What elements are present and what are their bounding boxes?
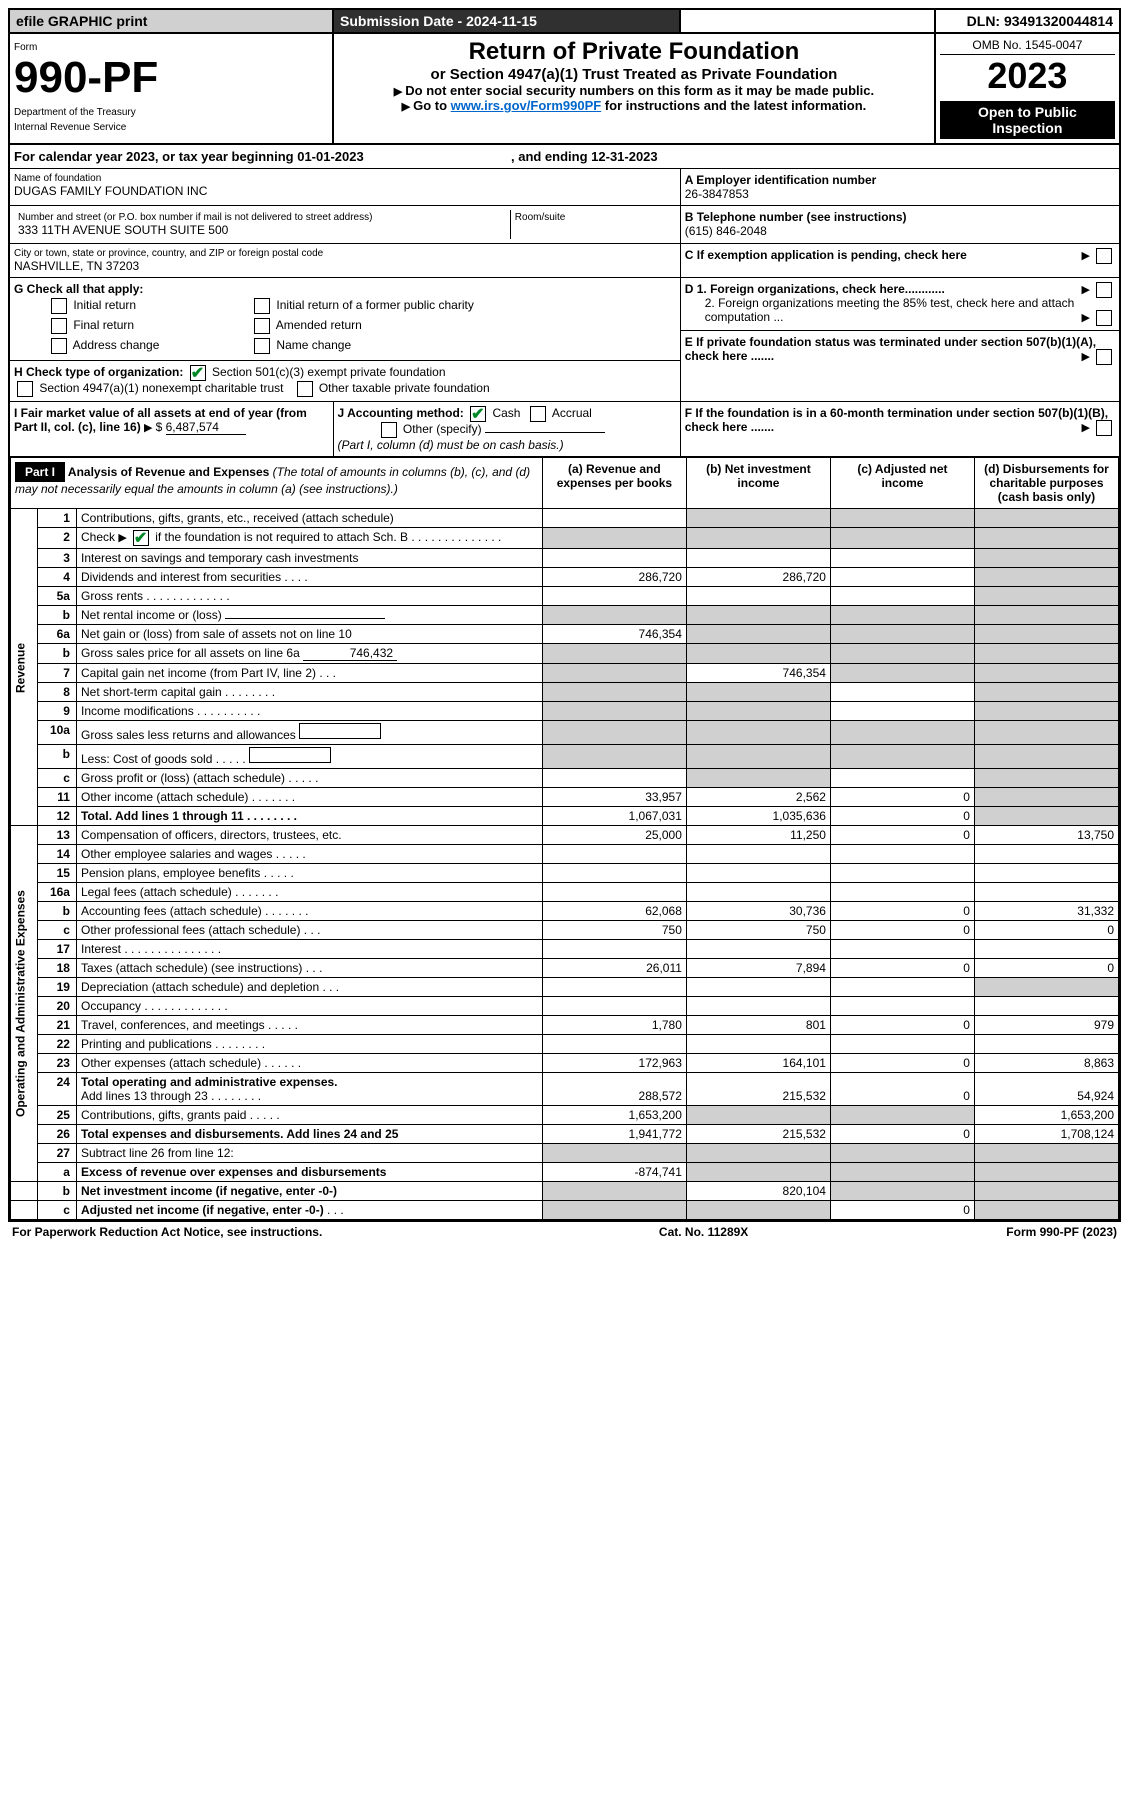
instruction-1: Do not enter social security numbers on … — [338, 83, 930, 98]
d2-checkbox[interactable] — [1096, 310, 1112, 326]
phone-value: (615) 846-2048 — [685, 224, 1115, 238]
col-d-header: (d) Disbursements for charitable purpose… — [974, 458, 1118, 509]
efile-badge: efile GRAPHIC print — [9, 9, 333, 33]
calendar-year-text: For calendar year 2023, or tax year begi… — [14, 149, 364, 164]
j-label: J Accounting method: — [338, 406, 464, 420]
f-label: F If the foundation is in a 60-month ter… — [685, 406, 1108, 434]
open-public-badge: Open to Public Inspection — [940, 101, 1115, 139]
form-number: 990-PF — [14, 53, 158, 102]
e-label: E If private foundation status was termi… — [685, 335, 1096, 363]
foundation-name-label: Name of foundation — [14, 173, 676, 184]
foundation-name: DUGAS FAMILY FOUNDATION INC — [14, 184, 676, 198]
ein-label: A Employer identification number — [685, 173, 1115, 187]
part1-label: Part I — [15, 462, 65, 482]
amended-return-checkbox[interactable] — [254, 318, 270, 334]
address-change-checkbox[interactable] — [51, 338, 67, 354]
col-b-header: (b) Net investment income — [686, 458, 830, 509]
footer-left: For Paperwork Reduction Act Notice, see … — [8, 1222, 565, 1241]
f-checkbox[interactable] — [1096, 420, 1112, 436]
form990pf-link[interactable]: www.irs.gov/Form990PF — [451, 98, 602, 113]
address-label: Number and street (or P.O. box number if… — [18, 212, 506, 223]
instruction-2: Go to www.irs.gov/Form990PF for instruct… — [338, 98, 930, 113]
part1-title: Analysis of Revenue and Expenses — [68, 465, 269, 479]
i-value: 6,487,574 — [166, 420, 246, 435]
form-title: Return of Private Foundation — [338, 38, 930, 66]
j-accrual-checkbox[interactable] — [530, 406, 546, 422]
j-other-checkbox[interactable] — [381, 422, 397, 438]
tax-year: 2023 — [940, 55, 1115, 97]
exemption-checkbox[interactable] — [1096, 248, 1112, 264]
h-4947-checkbox[interactable] — [17, 381, 33, 397]
dept-label: Department of the Treasury — [14, 107, 136, 118]
e-checkbox[interactable] — [1096, 349, 1112, 365]
footer-catalog: Cat. No. 11289X — [565, 1222, 843, 1241]
ein-value: 26-3847853 — [685, 187, 1115, 201]
expenses-section-label: Operating and Administrative Expenses — [11, 826, 38, 1182]
form-subtitle: or Section 4947(a)(1) Trust Treated as P… — [338, 66, 930, 83]
g-label: G Check all that apply: — [14, 282, 143, 296]
dln-number: DLN: 93491320044814 — [935, 9, 1120, 33]
city-label: City or town, state or province, country… — [14, 248, 676, 259]
d1-checkbox[interactable] — [1096, 282, 1112, 298]
revenue-section-label: Revenue — [11, 509, 38, 826]
footer: For Paperwork Reduction Act Notice, see … — [8, 1222, 1121, 1241]
address-value: 333 11TH AVENUE SOUTH SUITE 500 — [18, 223, 506, 237]
exemption-c-label: C If exemption application is pending, c… — [685, 248, 967, 262]
name-change-checkbox[interactable] — [254, 338, 270, 354]
irs-label: Internal Revenue Service — [14, 122, 126, 133]
calendar-ending: , and ending 12-31-2023 — [511, 149, 658, 164]
j-note: (Part I, column (d) must be on cash basi… — [338, 438, 564, 452]
city-value: NASHVILLE, TN 37203 — [14, 259, 676, 273]
footer-form: Form 990-PF (2023) — [843, 1222, 1121, 1241]
h-label: H Check type of organization: — [14, 365, 183, 379]
line2-checkbox[interactable] — [133, 530, 149, 546]
form-label: Form — [14, 42, 37, 53]
omb-number: OMB No. 1545-0047 — [940, 38, 1115, 55]
col-c-header: (c) Adjusted net income — [830, 458, 974, 509]
d1-label: D 1. Foreign organizations, check here..… — [685, 282, 945, 296]
h-other-checkbox[interactable] — [297, 381, 313, 397]
part1-table: Part I Analysis of Revenue and Expenses … — [10, 457, 1119, 1220]
j-cash-checkbox[interactable] — [470, 406, 486, 422]
initial-former-checkbox[interactable] — [254, 298, 270, 314]
col-a-header: (a) Revenue and expenses per books — [542, 458, 686, 509]
form-container: efile GRAPHIC print Submission Date - 20… — [8, 8, 1121, 1222]
initial-return-checkbox[interactable] — [51, 298, 67, 314]
room-suite-label: Room/suite — [515, 212, 672, 223]
submission-date: Submission Date - 2024-11-15 — [333, 9, 680, 33]
phone-label: B Telephone number (see instructions) — [685, 210, 1115, 224]
final-return-checkbox[interactable] — [51, 318, 67, 334]
d2-label: 2. Foreign organizations meeting the 85%… — [705, 296, 1075, 324]
h-501c3-checkbox[interactable] — [190, 365, 206, 381]
